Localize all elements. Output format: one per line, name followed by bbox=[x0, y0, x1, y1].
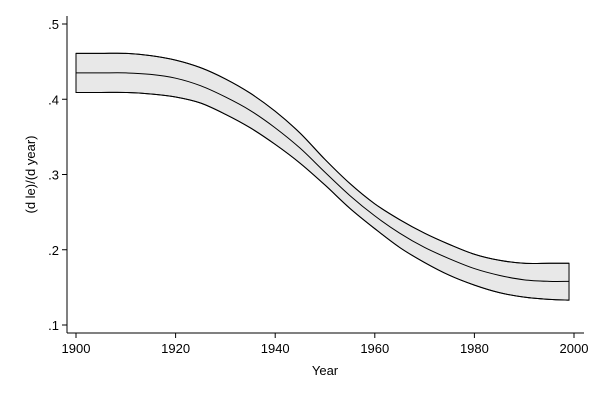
x-tick-label: 1940 bbox=[261, 341, 290, 356]
y-tick-label: .1 bbox=[48, 318, 59, 333]
y-tick-label: .2 bbox=[48, 243, 59, 258]
upper-bound-line bbox=[76, 52, 570, 265]
estimate-line bbox=[76, 72, 570, 282]
confidence-band bbox=[75, 52, 570, 301]
x-axis: 1900 1920 1940 1960 1980 2000 bbox=[62, 333, 589, 356]
lower-bound-line bbox=[75, 91, 570, 301]
y-axis-title: (d le)/(d year) bbox=[23, 135, 38, 213]
x-tick-label: 2000 bbox=[560, 341, 589, 356]
x-tick-label: 1960 bbox=[360, 341, 389, 356]
x-tick-label: 1920 bbox=[161, 341, 190, 356]
plot-area bbox=[75, 52, 570, 301]
y-tick-label: .3 bbox=[48, 168, 59, 183]
x-axis-title: Year bbox=[312, 363, 339, 378]
y-tick-label: .5 bbox=[48, 17, 59, 32]
y-tick-label: .4 bbox=[48, 92, 59, 107]
x-tick-label: 1900 bbox=[62, 341, 91, 356]
x-tick-label: 1980 bbox=[460, 341, 489, 356]
y-axis: .1 .2 .3 .4 .5 bbox=[48, 17, 67, 333]
